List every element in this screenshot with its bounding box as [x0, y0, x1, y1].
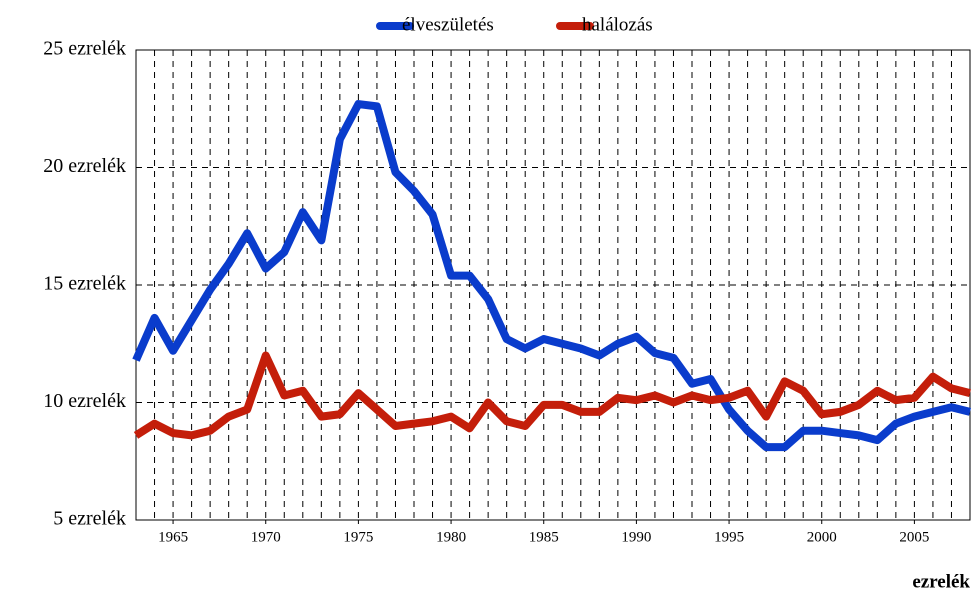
- x-tick-label: 2000: [807, 529, 837, 545]
- x-tick-label: 1985: [529, 529, 559, 545]
- x-tick-label: 1990: [621, 529, 651, 545]
- x-axis-label: ezrelék: [912, 571, 970, 592]
- plot-border: [135, 49, 971, 521]
- y-tick-label: 10 ezrelék: [43, 390, 126, 412]
- x-tick-label: 2005: [899, 529, 929, 545]
- x-tick-label: 1970: [251, 529, 281, 545]
- y-tick-label: 20 ezrelék: [43, 155, 126, 177]
- x-tick-label: 1975: [343, 529, 373, 545]
- x-tick-label: 1965: [158, 529, 188, 545]
- y-tick-label: 25 ezrelék: [43, 38, 126, 60]
- y-tick-label: 5 ezrelék: [53, 508, 126, 530]
- x-tick-label: 1995: [714, 529, 744, 545]
- series-line: [132, 100, 971, 452]
- legend-label: halálozás: [582, 14, 653, 35]
- series-line: [133, 351, 971, 440]
- legend-label: élveszületés: [402, 14, 494, 35]
- y-tick-label: 15 ezrelék: [43, 273, 126, 295]
- x-tick-label: 1980: [436, 529, 466, 545]
